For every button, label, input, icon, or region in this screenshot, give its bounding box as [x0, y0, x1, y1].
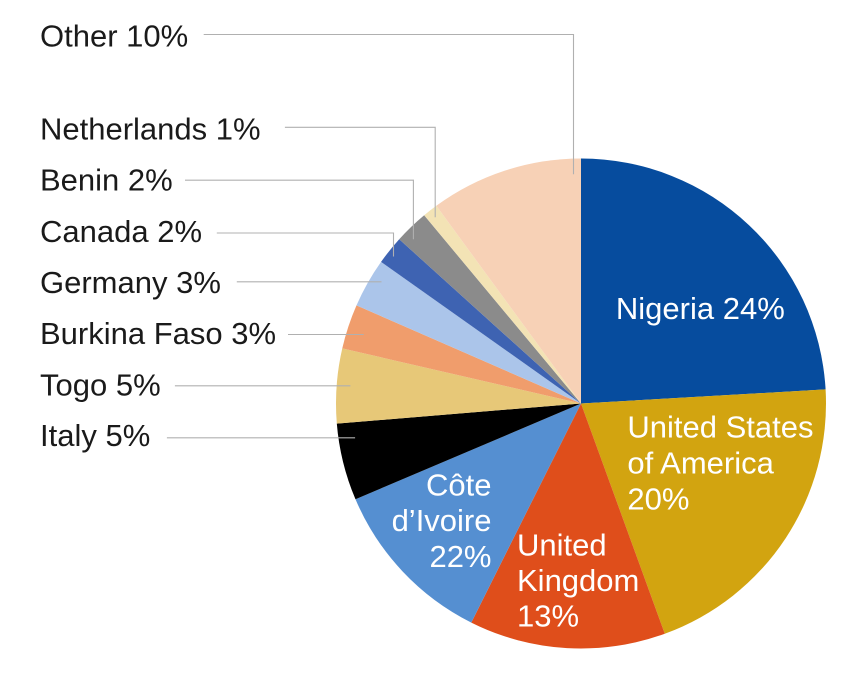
- svg-text:Italy 5%: Italy 5%: [40, 418, 150, 453]
- svg-text:Côte: Côte: [426, 468, 491, 503]
- svg-text:20%: 20%: [627, 481, 689, 516]
- svg-text:of America: of America: [627, 446, 774, 481]
- svg-text:13%: 13%: [517, 598, 579, 633]
- svg-text:Canada 2%: Canada 2%: [40, 214, 202, 249]
- svg-text:Kingdom: Kingdom: [517, 563, 639, 598]
- svg-text:Netherlands 1%: Netherlands 1%: [40, 112, 261, 147]
- svg-text:22%: 22%: [429, 539, 491, 574]
- svg-text:d’Ivoire: d’Ivoire: [392, 503, 492, 538]
- svg-text:United States: United States: [627, 410, 813, 445]
- svg-text:Togo 5%: Togo 5%: [40, 368, 161, 403]
- svg-text:Burkina Faso 3%: Burkina Faso 3%: [40, 316, 276, 351]
- svg-text:Benin 2%: Benin 2%: [40, 163, 173, 198]
- svg-text:Nigeria 24%: Nigeria 24%: [616, 291, 785, 326]
- svg-text:United: United: [517, 528, 607, 563]
- svg-text:Other 10%: Other 10%: [40, 18, 188, 53]
- svg-text:Germany 3%: Germany 3%: [40, 265, 221, 300]
